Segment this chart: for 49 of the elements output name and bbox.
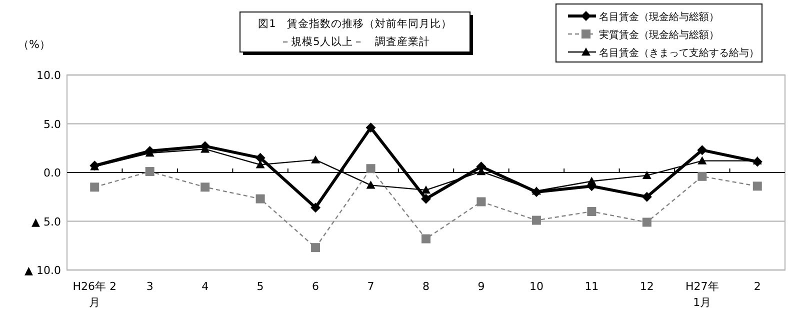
x-tick-label: 3	[146, 280, 154, 293]
point	[422, 234, 430, 244]
x-tick-label: 8	[422, 280, 430, 293]
point	[311, 155, 320, 164]
point	[476, 197, 486, 206]
point	[200, 182, 210, 192]
x-tick-label: 6	[312, 280, 320, 293]
point	[532, 216, 541, 225]
point	[366, 164, 376, 174]
point	[366, 122, 376, 133]
x-tick-label: 5	[256, 280, 264, 293]
point	[366, 180, 376, 189]
point	[698, 156, 707, 164]
point	[698, 172, 707, 181]
point	[311, 243, 320, 252]
point	[255, 152, 266, 163]
chart-subtitle: －規模5人以上－ 調査産業計	[280, 35, 430, 48]
legend-label: 名目賃金（現金給与総額）	[599, 11, 719, 23]
point	[310, 202, 321, 213]
point	[697, 145, 708, 156]
legend-label: 名目賃金（きまって支給する給与）	[599, 47, 759, 59]
x-tick-label: H26年 2 月	[72, 280, 116, 309]
y-tick-label: 0.0	[44, 166, 61, 180]
point	[256, 194, 265, 204]
x-tick-label: H27年 1月	[686, 280, 719, 309]
y-axis-title: （%）	[18, 38, 50, 51]
point	[752, 182, 762, 191]
x-tick-label: 9	[478, 280, 485, 293]
x-tick-label: 10	[529, 280, 544, 293]
y-tick-label: 10.0	[36, 69, 61, 82]
point	[752, 156, 762, 167]
legend-label: 実質賃金（現金給与総額）	[599, 29, 719, 41]
point	[587, 207, 596, 216]
point	[422, 186, 430, 194]
x-tick-label: 4	[202, 280, 209, 293]
y-tick-label: ▲ 10.0	[24, 264, 61, 277]
point	[421, 194, 431, 204]
x-tick-label: 2	[754, 280, 761, 293]
point	[90, 182, 100, 192]
point	[642, 192, 652, 202]
x-tick-label: 7	[367, 280, 374, 293]
point	[145, 167, 154, 176]
point	[642, 218, 652, 227]
point	[642, 170, 652, 180]
y-tick-label: ▲ 5.0	[32, 215, 61, 228]
x-tick-label: 11	[584, 280, 599, 293]
chart-title: 図1 賃金指数の推移（対前年同月比）	[258, 17, 452, 30]
y-tick-label: 5.0	[44, 118, 61, 131]
x-tick-label: 12	[640, 280, 654, 293]
